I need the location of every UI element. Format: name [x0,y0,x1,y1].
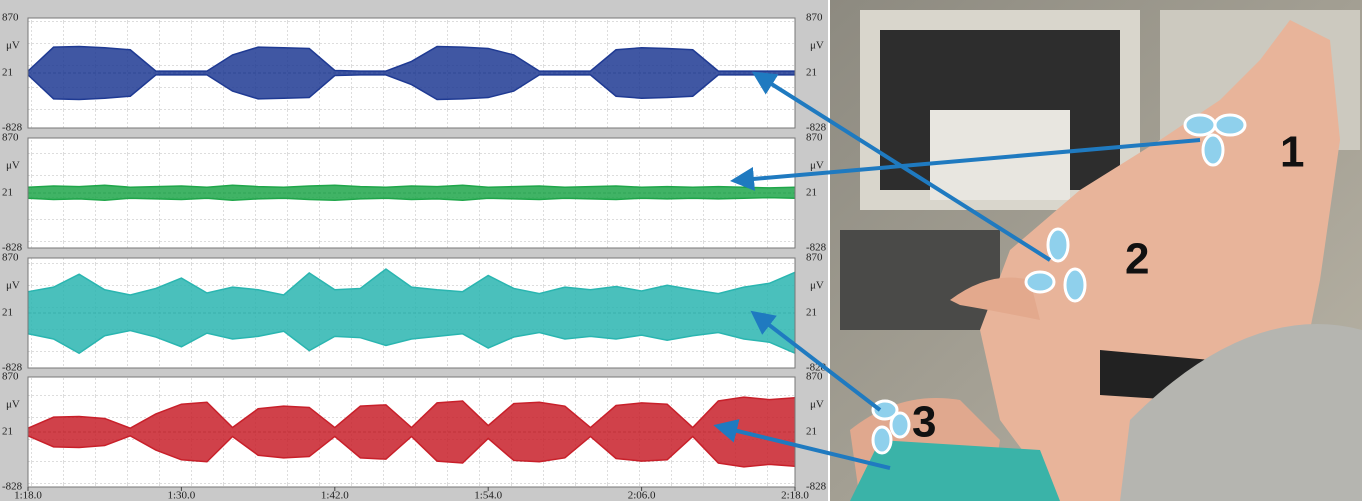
y-tick-label: 870 [2,12,19,24]
y-unit: μV [6,280,20,292]
y-unit: μV [810,280,824,292]
y-unit: μV [810,160,824,172]
y-tick-label: 870 [806,132,823,144]
y-tick-label: 21 [2,426,13,438]
y-tick-label: 21 [806,426,817,438]
x-tick-label: 2:18.0 [781,490,809,501]
y-unit: μV [6,40,20,52]
photo-label: 2 [1125,235,1149,284]
x-tick-label: 1:54.0 [474,490,502,501]
y-tick-label: 21 [806,187,817,199]
y-tick-label: 870 [2,252,19,264]
y-tick-label: 21 [2,307,13,319]
x-tick-label: 1:18.0 [14,490,42,501]
y-tick-label: 21 [2,187,13,199]
y-tick-label: 21 [806,67,817,79]
photo [830,0,1362,501]
y-unit: μV [6,399,20,411]
y-tick-label: 21 [2,67,13,79]
y-tick-label: 870 [806,12,823,24]
y-tick-label: 870 [806,371,823,383]
y-tick-label: 21 [806,307,817,319]
figure: 1 2 3 -828-8282121870870μVμV-828-8282121… [0,0,1362,501]
y-tick-label: 870 [2,371,19,383]
y-tick-label: -828 [806,481,827,493]
y-unit: μV [810,399,824,411]
y-tick-label: 870 [2,132,19,144]
x-tick-label: 1:42.0 [321,490,349,501]
y-unit: μV [6,160,20,172]
x-tick-label: 1:30.0 [167,490,195,501]
x-tick-label: 2:06.0 [628,490,656,501]
photo-label: 3 [912,398,936,447]
photo-label: 1 [1280,128,1304,177]
y-unit: μV [810,40,824,52]
y-tick-label: 870 [806,252,823,264]
